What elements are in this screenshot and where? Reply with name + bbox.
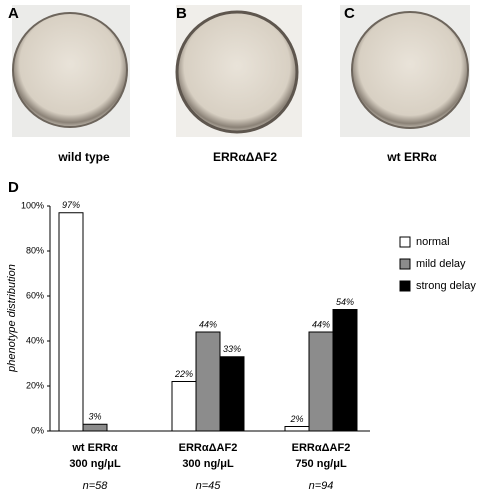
value-label: 54% <box>336 297 354 307</box>
bar <box>171 381 197 432</box>
sample-size: n=94 <box>309 480 334 490</box>
bar <box>332 309 358 432</box>
y-tick-label: 20% <box>26 380 44 390</box>
y-tick-label: 60% <box>26 290 44 300</box>
caption: wild type <box>57 150 110 164</box>
x-tick-label: ERRαΔAF2 <box>292 442 351 454</box>
bar <box>219 356 245 432</box>
value-label: 44% <box>199 319 217 329</box>
legend-label: mild delay <box>416 258 466 270</box>
panel-label: C <box>344 5 355 22</box>
bar <box>308 331 334 432</box>
value-label: 2% <box>289 414 303 424</box>
x-tick-sublabel: 300 ng/μL <box>182 458 234 470</box>
embryo <box>351 11 469 129</box>
y-tick-label: 100% <box>21 200 44 210</box>
embryo <box>175 10 299 134</box>
x-tick-sublabel: 750 ng/μL <box>295 458 347 470</box>
value-label: 33% <box>223 344 241 354</box>
panel-label: B <box>176 5 187 22</box>
legend-swatch <box>399 280 411 292</box>
value-label: 97% <box>62 200 80 210</box>
y-tick-label: 0% <box>31 425 44 435</box>
y-tick-label: 40% <box>26 335 44 345</box>
embryo <box>12 12 128 128</box>
legend-swatch <box>399 258 411 270</box>
sample-size: n=45 <box>196 480 222 490</box>
value-label: 3% <box>88 412 101 422</box>
x-tick-label: wt ERRα <box>71 442 118 454</box>
y-tick-label: 80% <box>26 245 44 255</box>
legend-label: strong delay <box>416 280 476 292</box>
y-axis-label: phenotype distribution <box>6 264 18 373</box>
bar <box>82 423 108 432</box>
x-tick-sublabel: 300 ng/μL <box>69 458 121 470</box>
sample-size: n=58 <box>83 480 109 490</box>
bar <box>284 426 310 432</box>
value-label: 22% <box>174 369 193 379</box>
panel-label: A <box>8 5 19 22</box>
x-tick-label: ERRαΔAF2 <box>179 442 238 454</box>
caption: wt ERRα <box>386 150 437 164</box>
panel-label: D <box>8 179 19 196</box>
bar <box>195 331 221 432</box>
caption: ERRαΔAF2 <box>213 150 277 164</box>
legend-label: normal <box>416 236 450 248</box>
bar <box>58 212 84 432</box>
legend-swatch <box>399 236 411 248</box>
value-label: 44% <box>312 319 330 329</box>
